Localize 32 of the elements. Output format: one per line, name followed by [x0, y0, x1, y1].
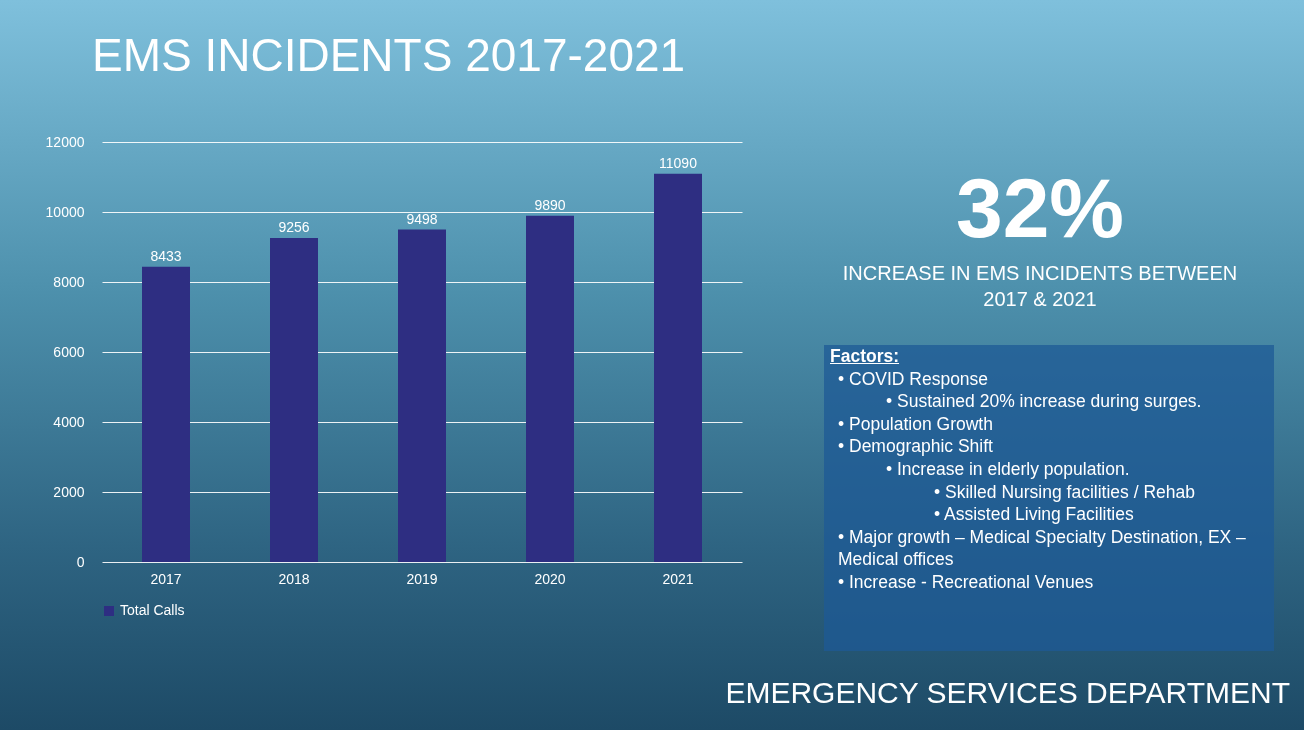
text: • COVID Response	[837, 367, 990, 391]
text: • Major growth – Medical Specialty Destination, EX – Medical offices	[837, 525, 1247, 571]
text: • Sustained 20% increase during surges.	[885, 390, 1203, 413]
data-label: 9256	[278, 219, 310, 236]
y-tick-label: 6000	[53, 343, 85, 360]
text: • Skilled Nursing facilities / Rehab	[933, 480, 1196, 504]
x-tick-label: 2018	[278, 570, 310, 587]
y-tick-label: 8000	[53, 273, 85, 290]
y-tick-label: 12000	[45, 133, 85, 150]
y-tick-label: 2000	[53, 483, 85, 500]
data-label: 9890	[534, 196, 566, 213]
y-tick-label: 10000	[45, 203, 85, 220]
text: EMERGENCY SERVICES DEPARTMENT	[725, 676, 1290, 710]
text: • Increase in elderly population.	[885, 457, 1131, 481]
data-label: 11090	[659, 154, 698, 171]
text: • Population Growth	[837, 412, 994, 436]
x-tick-label: 2019	[406, 570, 438, 587]
text: • Demographic Shift	[837, 435, 994, 458]
text: INCREASE IN EMS INCIDENTS BETWEEN 2017 & 2021	[841, 261, 1239, 312]
data-label: 8433	[150, 247, 182, 264]
x-tick-label: 2021	[662, 570, 694, 587]
text: Factors:	[830, 345, 901, 368]
y-tick-label: 4000	[53, 413, 85, 430]
chart-title: EMS INCIDENTS 2017-2021	[92, 28, 686, 82]
text: 32%	[954, 160, 1126, 257]
x-tick-label: 2017	[150, 570, 182, 587]
y-tick-label: 0	[76, 553, 85, 570]
legend-label: Total Calls	[120, 602, 185, 618]
data-label: 9498	[406, 210, 438, 227]
text: • Assisted Living Facilities	[933, 503, 1135, 526]
text: • Increase - Recreational Venues	[837, 570, 1095, 594]
x-tick-label: 2020	[534, 570, 566, 587]
